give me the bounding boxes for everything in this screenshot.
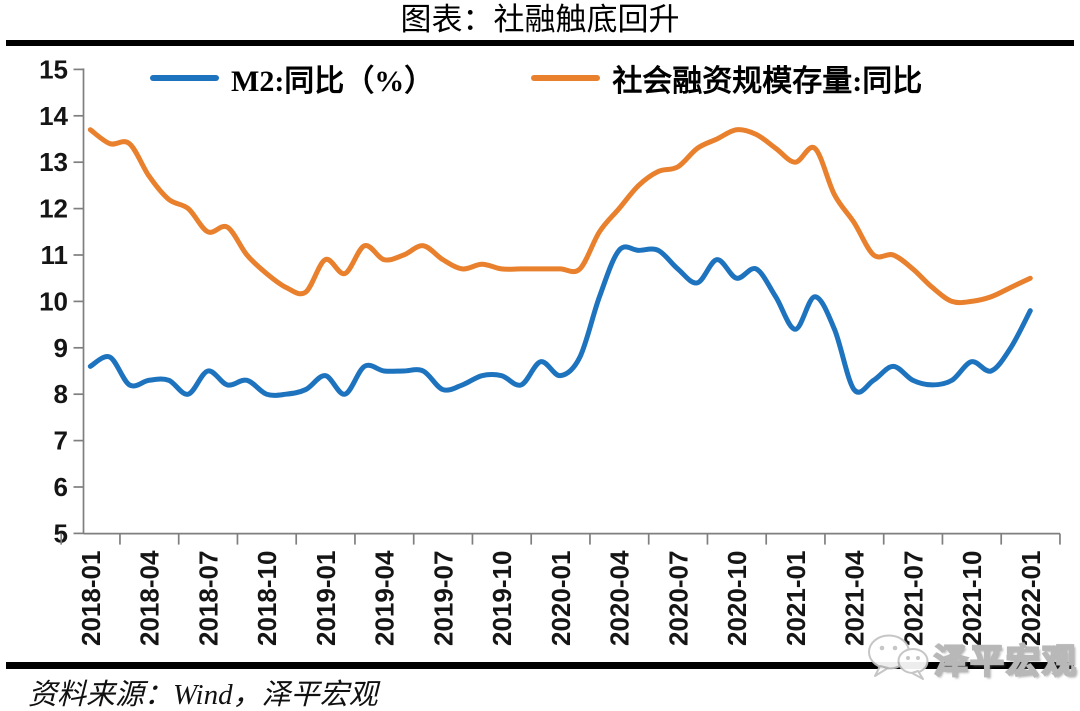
legend-item-m2: M2:同比（%） <box>150 56 434 100</box>
x-tick-label: 2018-07 <box>193 551 223 646</box>
x-tick-label: 2019-10 <box>487 551 517 646</box>
y-tick-label: 8 <box>54 379 68 409</box>
x-tick-label: 2021-01 <box>781 551 811 646</box>
watermark-text: 泽平宏观 <box>933 642 1078 682</box>
x-tick-label: 2019-04 <box>370 550 400 646</box>
x-tick-label: 2020-04 <box>605 550 635 646</box>
x-tick-label: 2020-01 <box>546 551 576 646</box>
chart-legend: M2:同比（%） 社会融资规模存量:同比 <box>150 60 922 98</box>
series-line-m2 <box>87 244 1033 398</box>
y-tick-label: 12 <box>39 194 68 224</box>
x-tick-label: 2021-07 <box>898 551 928 646</box>
y-tick-label: 5 <box>54 518 68 548</box>
legend-line-swatch-orange <box>531 75 601 81</box>
watermark: 泽平宏观 <box>866 633 1078 683</box>
chart-title: 图表：社融触底回升 <box>400 2 680 37</box>
y-tick-label: 15 <box>39 54 68 84</box>
legend-label-social-financing: 社会融资规模存量:同比 <box>612 65 923 98</box>
data-source-note: 资料来源：Wind，泽平宏观 <box>28 679 378 711</box>
wechat-icon <box>868 634 929 680</box>
x-tick-label: 2020-10 <box>722 551 752 646</box>
x-tick-label: 2022-01 <box>1016 551 1046 646</box>
x-tick-label: 2020-07 <box>663 551 693 646</box>
series-line-social-financing <box>87 127 1033 306</box>
chart-plot-area: 15 14 13 12 11 10 9 8 7 6 5 2018-01 2018-04 2018-07 20… <box>39 54 1061 646</box>
x-tick-label: 2019-01 <box>311 551 341 646</box>
bottom-divider-line <box>6 662 1074 669</box>
legend-label-m2: M2:同比（%） <box>231 65 435 98</box>
x-tick-label: 2021-04 <box>840 550 870 646</box>
x-tick-label: 2019-07 <box>428 551 458 646</box>
legend-item-social-financing: 社会融资规模存量:同比 <box>531 56 922 100</box>
y-tick-label: 6 <box>54 472 68 502</box>
y-tick-label: 9 <box>54 333 68 363</box>
y-tick-label: 7 <box>54 426 68 456</box>
y-tick-label: 10 <box>39 286 68 316</box>
legend-line-swatch-blue <box>150 75 219 81</box>
y-tick-label: 11 <box>41 240 69 270</box>
x-tick-label: 2018-01 <box>76 551 106 646</box>
x-tick-label: 2018-10 <box>252 551 282 646</box>
y-tick-label: 14 <box>39 101 68 131</box>
x-tick-label: 2021-10 <box>957 551 987 646</box>
y-tick-label: 13 <box>39 147 68 177</box>
top-divider-line <box>6 40 1074 46</box>
x-tick-label: 2018-04 <box>135 550 165 646</box>
